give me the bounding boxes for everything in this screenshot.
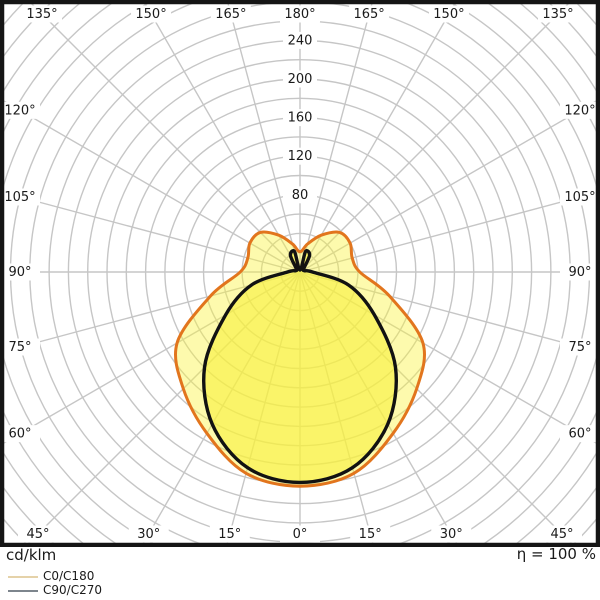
angle-tick-label: 165° [353,7,384,22]
legend-item-c0-c180: C0/C180 [8,570,102,583]
angle-tick-label: 120° [564,103,595,118]
angle-tick-label: 135° [26,7,57,22]
angle-tick-backing [428,5,469,23]
angle-tick-label: 75° [8,340,31,355]
radial-tick-backing [283,109,317,127]
angle-tick-backing [560,101,597,119]
angle-axis-labels: 0° 15° 15° 30° 30° 45° 45° 60° 60° 75° 75° 90° 90° 10… [3,5,597,543]
angle-tick-label: 30° [137,527,160,542]
angle-tick-backing [560,425,597,443]
angle-tick-label: 150° [135,7,166,22]
angle-tick-label: 45° [26,527,49,542]
angle-tick-label: 105° [4,190,35,205]
angle-tick-label: 180° [284,7,315,22]
angle-tick-label: 15° [218,527,241,542]
angle-tick-backing [210,5,251,23]
c0-c180-swatch-line [8,575,38,578]
angle-tick-backing [3,425,40,443]
grid-ray [299,271,597,353]
grid-ray [3,99,301,273]
angle-tick-backing [3,101,40,119]
grid-ray [3,271,301,353]
angle-tick-label: 165° [215,7,246,22]
grid-ray [299,3,373,273]
grid-ray [299,3,457,273]
angle-tick-label: 45° [550,527,573,542]
grid-ray [299,191,597,273]
polar-photometric-chart: 80 120 160 200 240 0° 15° 15° 30° 30° 45° 45° 60° 60°… [0,0,600,547]
angle-tick-backing [280,5,320,23]
angle-tick-label: 150° [433,7,464,22]
radial-axis-labels: 80 120 160 200 240 [283,31,317,204]
grid-ray [3,191,301,273]
angle-tick-backing [22,5,62,23]
c90-c270-curve [202,249,398,485]
radial-tick-label: 240 [288,33,313,48]
radial-tick-label: 80 [292,188,309,203]
angle-tick-label: 15° [359,527,382,542]
radial-tick-backing [283,70,317,88]
radial-tick-label: 160 [288,111,313,126]
plot-frame [0,0,600,547]
angle-tick-backing [542,525,582,543]
angle-tick-label: 90° [8,265,31,280]
angle-tick-label: 60° [568,427,591,442]
radial-tick-backing [283,147,317,165]
angle-tick-backing [18,525,58,543]
angle-tick-label: 105° [564,190,595,205]
grid-ray [299,99,597,273]
radial-tick-backing [283,31,317,49]
angle-tick-backing [349,5,390,23]
intensity-curves [173,230,427,488]
angle-tick-backing [538,5,578,23]
c90-c270-swatch-line [8,589,38,592]
angle-tick-backing [560,338,597,356]
legend: C0/C180 C90/C270 [8,570,102,598]
radial-tick-label: 200 [288,72,313,87]
angle-tick-backing [560,263,597,281]
unit-label: cd/klm [6,546,57,564]
angle-tick-label: 30° [440,527,463,542]
angle-tick-backing [131,5,172,23]
angle-tick-label: 0° [293,527,308,542]
angle-tick-backing [3,338,40,356]
legend-label-c0-c180: C0/C180 [43,569,95,583]
radial-tick-backing [283,186,317,204]
light-output-ratio-label: η = 100 % [516,545,596,563]
angle-tick-backing [3,263,40,281]
angle-tick-backing [431,525,472,543]
grid-ray [143,3,301,273]
grid-ray [299,3,570,273]
legend-label-c90-c270: C90/C270 [43,583,102,597]
angle-tick-backing [128,525,169,543]
legend-item-c90-c270: C90/C270 [8,584,102,597]
angle-tick-label: 60° [8,427,31,442]
angle-tick-backing [280,525,320,543]
angle-tick-backing [350,525,391,543]
angle-tick-label: 90° [568,265,591,280]
angle-tick-backing [209,525,250,543]
grid-ray [30,3,301,273]
angle-tick-label: 75° [568,340,591,355]
polar-chart-area: 80 120 160 200 240 0° 15° 15° 30° 30° 45° 45° 60° 60°… [0,0,600,547]
angle-tick-backing [560,188,597,206]
radial-tick-label: 120 [288,149,313,164]
angle-tick-label: 120° [4,103,35,118]
angle-tick-backing [3,188,40,206]
grid-ray [227,3,301,273]
angle-tick-label: 135° [542,7,573,22]
